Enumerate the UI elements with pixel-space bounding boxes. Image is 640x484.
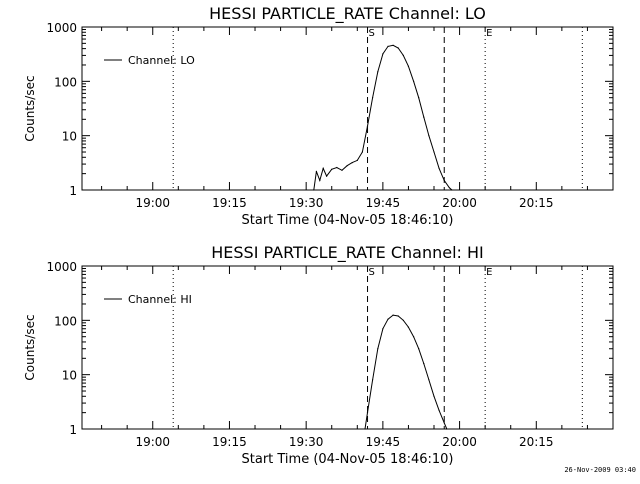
series-line bbox=[364, 314, 448, 430]
series-line bbox=[313, 44, 453, 191]
x-tick-label: 20:15 bbox=[519, 196, 554, 210]
x-tick-label: 19:00 bbox=[135, 435, 170, 449]
data-point bbox=[322, 167, 324, 169]
x-tick-label: 19:00 bbox=[135, 196, 170, 210]
plot-frame bbox=[81, 26, 614, 191]
data-point bbox=[407, 326, 409, 328]
y-tick-label: 1000 bbox=[46, 260, 77, 274]
chart-title: HESSI PARTICLE_RATE Channel: LO bbox=[209, 4, 486, 24]
y-tick-label: 1 bbox=[69, 423, 77, 437]
data-point bbox=[433, 395, 435, 397]
data-point bbox=[413, 80, 415, 82]
y-tick-label: 1000 bbox=[46, 21, 77, 35]
y-tick-label: 1 bbox=[69, 184, 77, 198]
data-point bbox=[438, 409, 440, 411]
plot-frame bbox=[81, 265, 614, 430]
data-point bbox=[443, 422, 445, 424]
data-point bbox=[366, 125, 369, 127]
data-point bbox=[407, 65, 409, 67]
x-tick-label: 19:15 bbox=[212, 435, 247, 449]
x-tick-label: 19:15 bbox=[212, 196, 247, 210]
data-point bbox=[397, 47, 399, 49]
data-point bbox=[428, 135, 430, 137]
data-point bbox=[418, 348, 420, 350]
x-tick-label: 20:15 bbox=[519, 435, 554, 449]
x-tick-label: 19:30 bbox=[289, 435, 324, 449]
data-point bbox=[423, 116, 425, 118]
x-tick-label: 20:00 bbox=[442, 196, 477, 210]
data-point bbox=[451, 189, 453, 191]
data-point bbox=[361, 151, 363, 153]
chart-title: HESSI PARTICLE_RATE Channel: HI bbox=[211, 243, 484, 263]
data-point bbox=[387, 45, 389, 48]
legend-label: Channel: HI bbox=[128, 293, 192, 306]
data-point bbox=[372, 379, 374, 381]
x-tick-label: 20:00 bbox=[442, 435, 477, 449]
y-axis-label: Counts/sec bbox=[23, 314, 37, 380]
marker-label: S bbox=[369, 28, 375, 39]
data-point bbox=[336, 166, 338, 169]
x-tick-label: 19:45 bbox=[366, 435, 401, 449]
data-point bbox=[448, 187, 450, 189]
data-point bbox=[313, 189, 315, 191]
data-point bbox=[423, 363, 425, 365]
data-point bbox=[446, 428, 448, 430]
y-tick-label: 100 bbox=[54, 75, 77, 89]
x-axis-label: Start Time (04-Nov-05 18:46:10) bbox=[242, 452, 454, 467]
y-tick-label: 10 bbox=[62, 369, 77, 383]
data-point bbox=[428, 379, 430, 381]
data-point bbox=[413, 336, 415, 338]
data-point bbox=[392, 44, 394, 46]
data-point bbox=[364, 428, 366, 430]
data-point bbox=[387, 318, 389, 320]
data-point bbox=[346, 165, 348, 167]
data-point bbox=[402, 319, 404, 321]
x-axis-label: Start Time (04-Nov-05 18:46:10) bbox=[242, 213, 454, 228]
data-point bbox=[377, 71, 379, 73]
x-tick-label: 19:30 bbox=[289, 196, 324, 210]
data-point bbox=[443, 179, 445, 181]
data-point bbox=[438, 167, 440, 169]
data-point bbox=[315, 170, 317, 172]
x-tick-label: 19:45 bbox=[366, 196, 401, 210]
data-point bbox=[402, 54, 404, 57]
data-point bbox=[433, 151, 435, 153]
data-point bbox=[326, 175, 328, 177]
data-point bbox=[392, 314, 394, 316]
data-point bbox=[331, 168, 333, 170]
data-point bbox=[418, 97, 420, 99]
data-point bbox=[372, 97, 374, 99]
data-point bbox=[377, 348, 379, 350]
y-tick-label: 100 bbox=[54, 314, 77, 328]
marker-label: E bbox=[486, 267, 492, 278]
marker-label: S bbox=[369, 267, 375, 278]
data-point bbox=[397, 315, 399, 317]
data-point bbox=[382, 328, 384, 330]
data-point bbox=[341, 169, 343, 171]
data-point bbox=[356, 159, 358, 161]
data-point bbox=[382, 53, 384, 55]
y-axis-label: Counts/sec bbox=[23, 75, 37, 141]
data-point bbox=[319, 179, 321, 181]
legend-label: Channel: LO bbox=[128, 54, 195, 67]
data-point bbox=[366, 412, 369, 414]
y-tick-label: 10 bbox=[62, 130, 77, 144]
marker-label: E bbox=[486, 28, 492, 39]
footer-date: 26-Nov-2009 03:40 bbox=[564, 466, 636, 474]
data-point bbox=[351, 162, 353, 164]
